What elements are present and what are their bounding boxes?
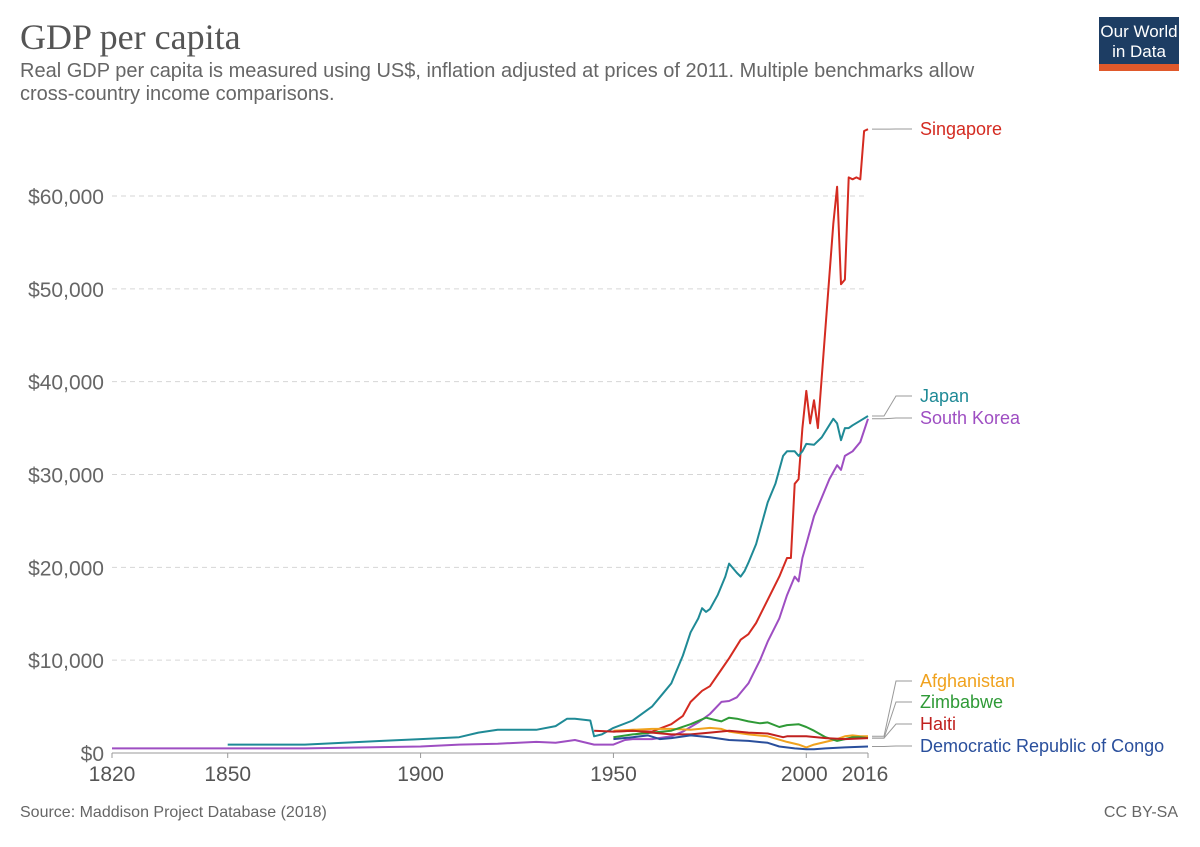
license-link[interactable]: CC BY-SA (1103, 804, 1178, 821)
series-line-japan[interactable] (227, 415, 869, 746)
series-line-zimbabwe[interactable] (613, 716, 869, 742)
series-lines (112, 128, 869, 751)
label-connector (872, 417, 912, 420)
series-label-democratic-republic-of-congo[interactable]: Democratic Republic of Congo (920, 736, 1164, 756)
y-tick-label: $60,000 (28, 186, 104, 209)
x-tick-label: 2000 (781, 763, 828, 786)
series-label-singapore[interactable]: Singapore (920, 119, 1002, 139)
our-world-in-data-logo[interactable]: Our World in Data (1099, 17, 1179, 71)
y-tick-label: $10,000 (28, 650, 104, 673)
label-connector (872, 723, 912, 739)
chart-subtitle: Real GDP per capita is measured using US… (20, 60, 975, 105)
x-tick-label: 1950 (590, 763, 637, 786)
series-line-democratic-republic-of-congo[interactable] (613, 734, 869, 751)
y-axis-ticks: $0 $10,000 $20,000 $30,000 $40,000 $50,000 $60… (28, 186, 104, 766)
x-tick-label: 1850 (204, 763, 251, 786)
label-connector (872, 395, 912, 417)
logo-accent-bar (1099, 64, 1179, 71)
series-label-zimbabwe[interactable]: Zimbabwe (920, 692, 1003, 712)
x-axis: 1820 1850 1900 1950 2000 2016 (89, 752, 889, 786)
logo-line-2: in Data (1112, 42, 1166, 61)
y-tick-label: $40,000 (28, 372, 104, 395)
y-tick-label: $0 (81, 743, 104, 766)
x-tick-label: 2016 (842, 763, 889, 786)
chart-title: GDP per capita (20, 17, 241, 57)
series-label-afghanistan[interactable]: Afghanistan (920, 671, 1015, 691)
series-label-haiti[interactable]: Haiti (920, 714, 956, 734)
label-connector (872, 701, 912, 739)
label-connector (872, 745, 912, 748)
series-label-japan[interactable]: Japan (920, 386, 969, 406)
y-tick-label: $20,000 (28, 557, 104, 580)
x-tick-label: 1820 (89, 763, 136, 786)
source-note: Source: Maddison Project Database (2018) (20, 804, 327, 821)
series-label-south-korea[interactable]: South Korea (920, 408, 1021, 428)
label-connector (872, 680, 912, 737)
series-line-singapore[interactable] (613, 128, 869, 733)
series-line-south-korea[interactable] (112, 418, 869, 750)
y-tick-label: $50,000 (28, 279, 104, 302)
grid-lines (112, 195, 868, 661)
logo-line-1: Our World (1100, 22, 1178, 41)
x-tick-label: 1900 (397, 763, 444, 786)
y-tick-label: $30,000 (28, 465, 104, 488)
series-line-haiti[interactable] (594, 729, 869, 741)
